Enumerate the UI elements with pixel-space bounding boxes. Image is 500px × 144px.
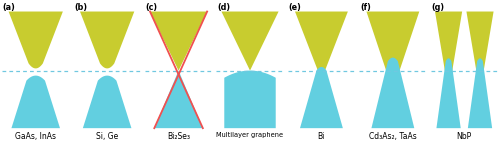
Text: Si, Ge: Si, Ge [96,132,118,141]
Polygon shape [295,12,348,74]
Text: (c): (c) [146,3,158,12]
Polygon shape [366,12,420,84]
Text: Multilayer graphene: Multilayer graphene [216,132,284,138]
Polygon shape [8,12,63,68]
Text: Cd₃As₂, TaAs: Cd₃As₂, TaAs [369,132,416,141]
Polygon shape [372,58,414,128]
Polygon shape [466,12,493,83]
Polygon shape [300,67,343,128]
Polygon shape [83,76,132,128]
Polygon shape [224,71,276,128]
Text: (f): (f) [360,3,371,12]
Polygon shape [436,58,460,128]
Text: GaAs, InAs: GaAs, InAs [15,132,56,141]
Text: Bi: Bi [318,132,325,141]
Polygon shape [435,12,462,83]
Polygon shape [150,12,207,71]
Text: (a): (a) [3,3,16,12]
Polygon shape [154,71,203,128]
Polygon shape [12,76,60,128]
Text: (d): (d) [217,3,230,12]
Text: NbP: NbP [456,132,472,141]
Text: Bi₂Se₃: Bi₂Se₃ [167,132,190,141]
Polygon shape [80,12,134,68]
Text: (g): (g) [432,3,444,12]
Text: (b): (b) [74,3,88,12]
Polygon shape [222,12,278,71]
Polygon shape [468,58,492,128]
Text: (e): (e) [288,3,302,12]
